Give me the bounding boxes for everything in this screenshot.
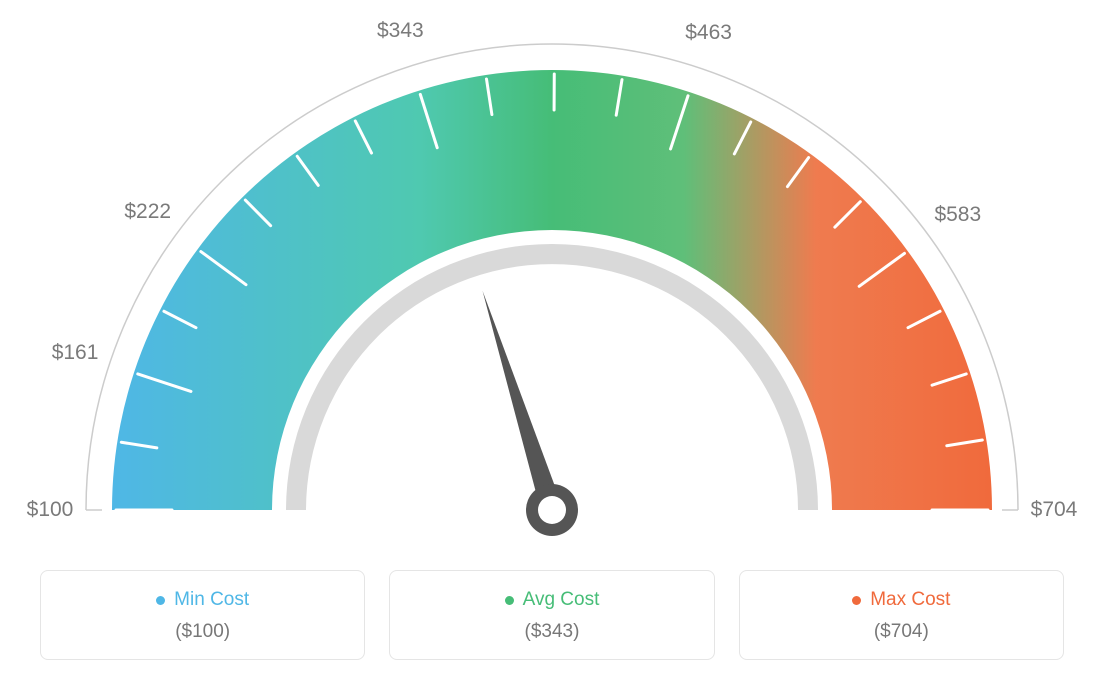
legend-label-max: Max Cost [852,589,950,611]
legend-card-avg: Avg Cost ($343) [389,570,714,660]
legend-label-avg: Avg Cost [505,589,600,611]
gauge-svg [0,0,1104,560]
legend-card-max: Max Cost ($704) [739,570,1064,660]
tick-label: $583 [934,203,981,227]
tick-label: $100 [27,498,74,522]
dot-icon [156,596,165,605]
legend-label-text: Max Cost [870,589,950,611]
tick-label: $704 [1031,498,1078,522]
legend-value-max: ($704) [750,621,1053,643]
legend-value-min: ($100) [51,621,354,643]
legend-card-min: Min Cost ($100) [40,570,365,660]
legend-value-avg: ($343) [400,621,703,643]
cost-gauge-widget: $100 $161 $222 $343 $463 $583 $704 Min Cost ($… [0,0,1104,690]
tick-label: $343 [377,19,424,43]
legend-row: Min Cost ($100) Avg Cost ($343) Max Cost… [40,570,1064,660]
gauge-area: $100 $161 $222 $343 $463 $583 $704 [0,0,1104,560]
legend-label-text: Min Cost [174,589,249,611]
tick-label: $161 [52,341,99,365]
dot-icon [852,596,861,605]
tick-label: $222 [124,200,171,224]
dot-icon [505,596,514,605]
legend-label-min: Min Cost [156,589,249,611]
legend-label-text: Avg Cost [523,589,600,611]
tick-label: $463 [685,21,732,45]
